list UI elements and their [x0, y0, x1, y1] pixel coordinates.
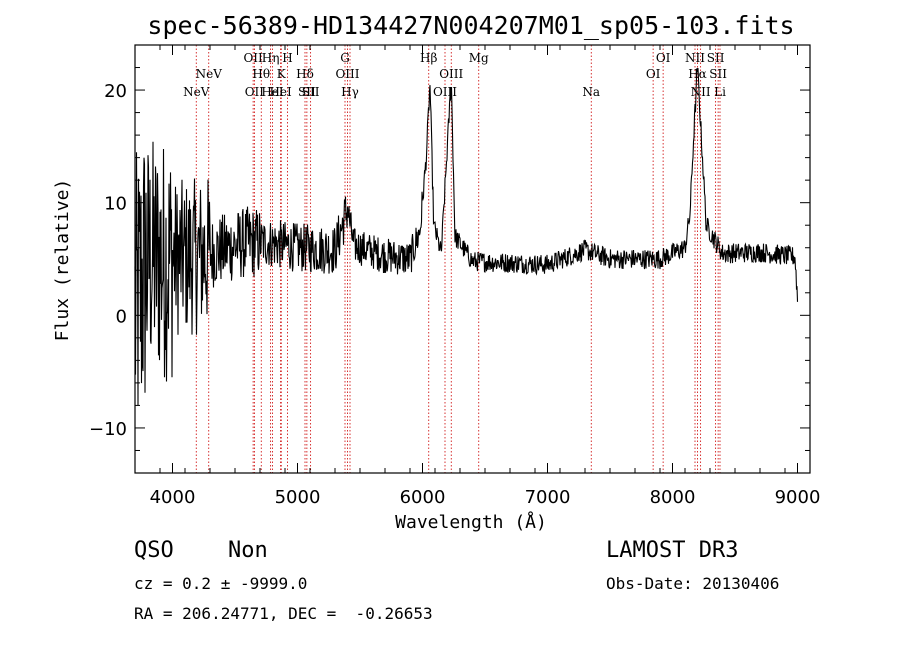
emission-line-label: OIII	[433, 85, 457, 99]
emission-line-label: OI	[656, 51, 671, 65]
object-subclass: Non	[228, 538, 268, 563]
emission-line-label: Hβ	[420, 51, 437, 65]
emission-line-label: OII	[243, 51, 263, 65]
emission-line-label: Mg	[469, 51, 489, 65]
coordinates-readout: RA = 206.24771, DEC = -0.26653	[134, 604, 433, 623]
redshift-readout: cz = 0.2 ± -9999.0	[134, 574, 308, 593]
spectrum-line	[134, 68, 799, 406]
emission-line-label: OI	[646, 67, 661, 81]
emission-line-label: SII	[707, 51, 725, 65]
y-tick-label: −10	[89, 419, 127, 440]
x-tick-label: 8000	[650, 487, 696, 508]
emission-line-label: G	[340, 51, 350, 65]
x-tick-label: 9000	[775, 487, 821, 508]
emission-line-label: Hθ	[252, 67, 270, 81]
emission-line-label: OIII	[335, 67, 359, 81]
emission-line-label: SII	[302, 85, 320, 99]
emission-line-label: SII	[298, 85, 316, 99]
emission-line-label: Hα	[688, 67, 707, 81]
observation-date: Obs-Date: 20130406	[606, 574, 780, 593]
emission-line-label: HeI	[269, 85, 292, 99]
plot-frame	[134, 44, 811, 474]
x-axis-label: Wavelength (Å)	[395, 511, 547, 533]
y-tick-label: 10	[104, 194, 127, 215]
emission-line-labels: NeVNeVOIIOIIHθHηHeIKHHeIHδSIISIIGOIIIHγH…	[183, 51, 727, 99]
survey-name: LAMOST DR3	[606, 538, 739, 563]
y-tick-label: 0	[116, 306, 127, 327]
emission-line-label: NeV	[196, 67, 223, 81]
emission-line-label: H	[282, 51, 292, 65]
object-class: QSO	[134, 538, 174, 563]
emission-line-label: NII	[691, 85, 711, 99]
emission-line-label: SII	[709, 67, 727, 81]
emission-line-label: Li	[714, 85, 726, 99]
emission-line-label: Hγ	[341, 85, 359, 99]
y-tick-label: 20	[104, 81, 127, 102]
emission-line-label: Hδ	[296, 67, 314, 81]
x-tick-label: 4000	[150, 487, 196, 508]
x-tick-label: 5000	[275, 487, 321, 508]
chart-title: spec-56389-HD134427N004207M01_sp05-103.f…	[147, 11, 794, 40]
emission-line-label: Na	[582, 85, 600, 99]
axis-ticks: 4000 5000 6000 7000 8000 9000 −10 0 10 20	[89, 44, 821, 508]
emission-line-label: HeI	[261, 85, 284, 99]
emission-line-label: Hη	[262, 51, 280, 65]
y-axis-label: Flux (relative)	[52, 179, 73, 342]
emission-line-label: NeV	[183, 85, 210, 99]
x-tick-label: 6000	[400, 487, 446, 508]
emission-line-label: K	[277, 67, 287, 81]
emission-line-label: OII	[245, 85, 265, 99]
x-tick-label: 7000	[525, 487, 571, 508]
emission-line-label: OIII	[439, 67, 463, 81]
emission-line-label: NII	[685, 51, 705, 65]
